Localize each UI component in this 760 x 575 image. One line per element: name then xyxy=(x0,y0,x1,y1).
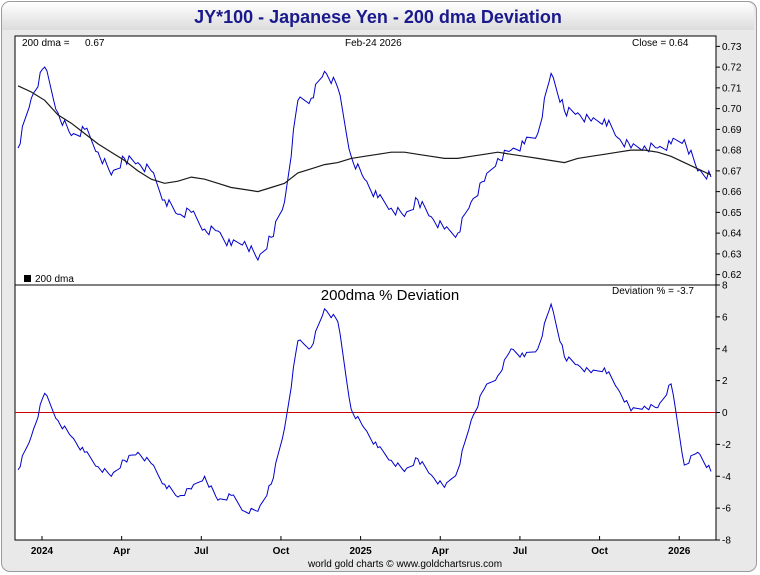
deviation-title: 200dma % Deviation xyxy=(321,287,459,304)
xtick-label: 2026 xyxy=(668,546,691,557)
xtick-label: 2025 xyxy=(349,546,372,557)
xtick-label: Jul xyxy=(194,546,209,557)
deviation-ytick-label: 4 xyxy=(722,344,728,355)
price-line xyxy=(17,66,712,262)
price-ytick-label: 0.72 xyxy=(722,63,742,74)
price-ytick-label: 0.68 xyxy=(722,146,742,157)
price-ytick-label: 0.73 xyxy=(722,42,742,53)
deviation-value: Deviation % = -3.7 xyxy=(612,286,694,297)
xtick-label: Jul xyxy=(513,546,528,557)
deviation-ytick-label: -8 xyxy=(722,536,731,547)
deviation-ytick-label: 8 xyxy=(722,281,728,292)
price-ytick-label: 0.71 xyxy=(722,83,742,94)
close-label: Close = 0.64 xyxy=(632,38,689,49)
xtick-label: Oct xyxy=(273,546,290,557)
xtick-label: Oct xyxy=(591,546,608,557)
deviation-ytick-label: 6 xyxy=(722,312,728,323)
xtick-label: Apr xyxy=(113,546,130,557)
legend-label: 200 dma xyxy=(35,274,74,285)
footer: world gold charts © www.goldchartsrus.co… xyxy=(307,559,502,570)
chart-title: JY*100 - Japanese Yen - 200 dma Deviatio… xyxy=(194,7,562,27)
dma-label: 200 dma = xyxy=(22,38,70,49)
dma-value: 0.67 xyxy=(85,38,105,49)
xtick-label: Apr xyxy=(432,546,449,557)
price-ytick-label: 0.70 xyxy=(722,104,742,115)
price-ytick-label: 0.62 xyxy=(722,270,742,281)
xtick-label: 2024 xyxy=(31,546,54,557)
deviation-line xyxy=(17,302,712,515)
deviation-ytick-label: 2 xyxy=(722,376,728,387)
price-ytick-label: 0.66 xyxy=(722,187,742,198)
price-ytick-label: 0.69 xyxy=(722,125,742,136)
price-ytick-label: 0.65 xyxy=(722,208,742,219)
chart-date: Feb-24 2026 xyxy=(345,38,402,49)
deviation-ytick-label: -4 xyxy=(722,472,731,483)
legend-swatch xyxy=(24,275,31,282)
dma-line xyxy=(17,85,712,193)
price-panel xyxy=(14,35,717,286)
price-ytick-label: 0.64 xyxy=(722,229,742,240)
deviation-ytick-label: -2 xyxy=(722,440,731,451)
price-ytick-label: 0.63 xyxy=(722,249,742,260)
price-ytick-label: 0.67 xyxy=(722,166,742,177)
deviation-ytick-label: 0 xyxy=(722,408,728,419)
title-bar: JY*100 - Japanese Yen - 200 dma Deviatio… xyxy=(2,2,754,30)
deviation-ytick-label: -6 xyxy=(722,504,731,515)
